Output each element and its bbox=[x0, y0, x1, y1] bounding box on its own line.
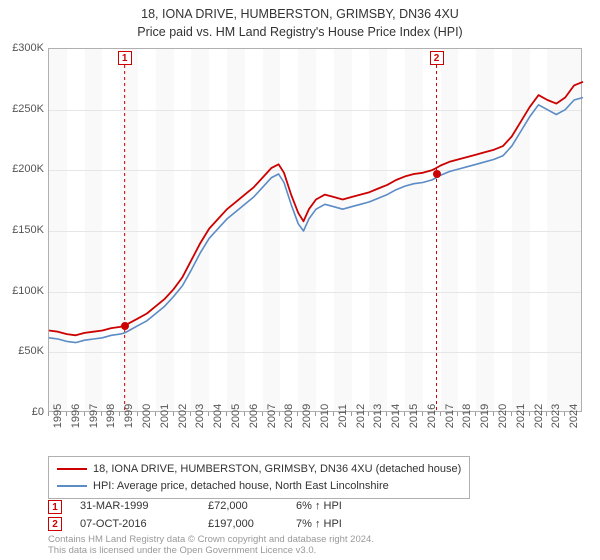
x-tick-label: 1995 bbox=[52, 404, 64, 428]
x-tick-mark bbox=[546, 412, 547, 416]
x-tick-label: 2004 bbox=[212, 404, 224, 428]
sales-pct: 6% ↑ HPI bbox=[296, 498, 386, 516]
x-tick-mark bbox=[422, 412, 423, 416]
x-tick-mark bbox=[493, 412, 494, 416]
x-tick-mark bbox=[351, 412, 352, 416]
y-tick-label: £300K bbox=[12, 42, 44, 54]
marker-dot-1 bbox=[121, 322, 129, 330]
x-tick-label: 2022 bbox=[533, 404, 545, 428]
x-tick-mark bbox=[386, 412, 387, 416]
series-line-hpi bbox=[49, 98, 583, 343]
y-tick-label: £250K bbox=[12, 103, 44, 115]
x-tick-label: 2009 bbox=[301, 404, 313, 428]
sales-price: £72,000 bbox=[208, 498, 278, 516]
sales-table: 1 31-MAR-1999 £72,000 6% ↑ HPI 2 07-OCT-2016 £… bbox=[48, 498, 386, 533]
marker-box-2: 2 bbox=[430, 51, 444, 65]
x-tick-mark bbox=[475, 412, 476, 416]
x-tick-mark bbox=[511, 412, 512, 416]
footer-line-1: Contains HM Land Registry data © Crown c… bbox=[48, 534, 374, 545]
sales-row-1: 1 31-MAR-1999 £72,000 6% ↑ HPI bbox=[48, 498, 386, 516]
y-tick-label: £100K bbox=[12, 285, 44, 297]
x-tick-label: 2024 bbox=[568, 404, 580, 428]
x-tick-label: 2006 bbox=[248, 404, 260, 428]
chart-title-block: 18, IONA DRIVE, HUMBERSTON, GRIMSBY, DN3… bbox=[0, 0, 600, 41]
x-tick-mark bbox=[279, 412, 280, 416]
x-tick-mark bbox=[440, 412, 441, 416]
x-tick-label: 1996 bbox=[70, 404, 82, 428]
x-tick-label: 2023 bbox=[550, 404, 562, 428]
y-tick-label: £200K bbox=[12, 163, 44, 175]
x-tick-label: 2021 bbox=[515, 404, 527, 428]
x-tick-mark bbox=[262, 412, 263, 416]
sales-marker-box: 1 bbox=[48, 500, 62, 514]
x-tick-mark bbox=[368, 412, 369, 416]
x-tick-mark bbox=[119, 412, 120, 416]
x-tick-label: 1997 bbox=[88, 404, 100, 428]
x-tick-label: 1998 bbox=[105, 404, 117, 428]
x-tick-mark bbox=[137, 412, 138, 416]
x-tick-mark bbox=[66, 412, 67, 416]
x-tick-label: 2016 bbox=[426, 404, 438, 428]
chart-lines-svg bbox=[49, 49, 581, 411]
legend-row-0: 18, IONA DRIVE, HUMBERSTON, GRIMSBY, DN3… bbox=[57, 461, 461, 478]
sales-price: £197,000 bbox=[208, 516, 278, 534]
y-tick-label: £150K bbox=[12, 224, 44, 236]
x-tick-label: 2008 bbox=[283, 404, 295, 428]
sales-row-2: 2 07-OCT-2016 £197,000 7% ↑ HPI bbox=[48, 516, 386, 534]
x-tick-label: 2007 bbox=[266, 404, 278, 428]
x-tick-mark bbox=[297, 412, 298, 416]
sales-date: 07-OCT-2016 bbox=[80, 516, 190, 534]
y-tick-label: £0 bbox=[32, 406, 44, 418]
x-tick-mark bbox=[404, 412, 405, 416]
x-tick-label: 2018 bbox=[461, 404, 473, 428]
title-line-1: 18, IONA DRIVE, HUMBERSTON, GRIMSBY, DN3… bbox=[0, 6, 600, 24]
footer-line-2: This data is licensed under the Open Gov… bbox=[48, 545, 374, 556]
footer-attribution: Contains HM Land Registry data © Crown c… bbox=[48, 534, 374, 557]
x-tick-mark bbox=[457, 412, 458, 416]
x-tick-label: 2010 bbox=[319, 404, 331, 428]
sales-date: 31-MAR-1999 bbox=[80, 498, 190, 516]
x-tick-label: 2017 bbox=[444, 404, 456, 428]
x-tick-label: 2015 bbox=[408, 404, 420, 428]
x-tick-label: 2011 bbox=[337, 404, 349, 428]
title-line-2: Price paid vs. HM Land Registry's House … bbox=[0, 24, 600, 42]
sales-marker-box: 2 bbox=[48, 517, 62, 531]
x-tick-mark bbox=[48, 412, 49, 416]
x-tick-mark bbox=[155, 412, 156, 416]
x-tick-mark bbox=[564, 412, 565, 416]
chart-plot-area: 12 bbox=[48, 48, 582, 412]
x-tick-mark bbox=[244, 412, 245, 416]
x-tick-mark bbox=[173, 412, 174, 416]
x-tick-label: 2000 bbox=[141, 404, 153, 428]
x-tick-mark bbox=[315, 412, 316, 416]
x-tick-mark bbox=[226, 412, 227, 416]
x-tick-label: 2014 bbox=[390, 404, 402, 428]
x-tick-mark bbox=[208, 412, 209, 416]
chart-legend: 18, IONA DRIVE, HUMBERSTON, GRIMSBY, DN3… bbox=[48, 456, 470, 499]
x-tick-mark bbox=[529, 412, 530, 416]
x-tick-label: 2001 bbox=[159, 404, 171, 428]
legend-row-1: HPI: Average price, detached house, Nort… bbox=[57, 478, 461, 495]
x-tick-label: 2005 bbox=[230, 404, 242, 428]
marker-box-1: 1 bbox=[118, 51, 132, 65]
legend-label: 18, IONA DRIVE, HUMBERSTON, GRIMSBY, DN3… bbox=[93, 461, 461, 478]
x-tick-mark bbox=[190, 412, 191, 416]
x-tick-label: 2020 bbox=[497, 404, 509, 428]
x-tick-label: 1999 bbox=[123, 404, 135, 428]
legend-swatch bbox=[57, 485, 87, 487]
legend-swatch bbox=[57, 468, 87, 470]
x-tick-label: 2012 bbox=[355, 404, 367, 428]
x-tick-label: 2003 bbox=[194, 404, 206, 428]
x-tick-label: 2019 bbox=[479, 404, 491, 428]
x-tick-label: 2013 bbox=[372, 404, 384, 428]
legend-label: HPI: Average price, detached house, Nort… bbox=[93, 478, 389, 495]
marker-dot-2 bbox=[433, 170, 441, 178]
sales-pct: 7% ↑ HPI bbox=[296, 516, 386, 534]
y-tick-label: £50K bbox=[18, 345, 44, 357]
x-tick-mark bbox=[333, 412, 334, 416]
x-tick-mark bbox=[84, 412, 85, 416]
x-tick-mark bbox=[101, 412, 102, 416]
x-tick-label: 2002 bbox=[177, 404, 189, 428]
